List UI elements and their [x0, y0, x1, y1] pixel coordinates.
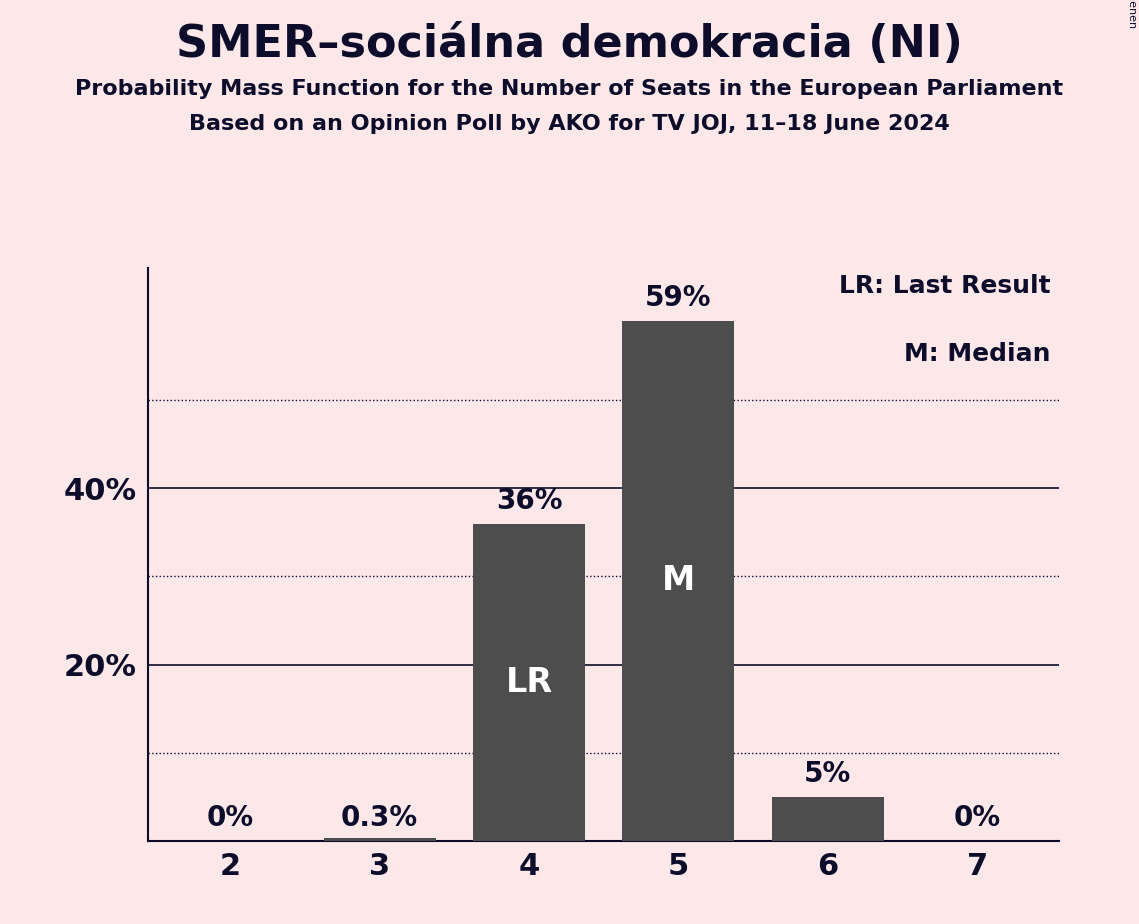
- Text: 0.3%: 0.3%: [341, 804, 418, 832]
- Text: 0%: 0%: [953, 804, 1001, 832]
- Text: © 2024 Filip van Laenen: © 2024 Filip van Laenen: [1126, 0, 1137, 28]
- Bar: [772, 796, 884, 841]
- Text: Probability Mass Function for the Number of Seats in the European Parliament: Probability Mass Function for the Number…: [75, 79, 1064, 99]
- Text: 0%: 0%: [206, 804, 254, 832]
- Bar: [473, 524, 585, 841]
- Bar: [622, 321, 735, 841]
- Text: 59%: 59%: [645, 284, 712, 312]
- Text: LR: Last Result: LR: Last Result: [838, 274, 1050, 298]
- Text: SMER–sociálna demokracia (NI): SMER–sociálna demokracia (NI): [177, 23, 962, 67]
- Text: M: Median: M: Median: [903, 343, 1050, 367]
- Text: 36%: 36%: [495, 487, 563, 515]
- Text: M: M: [662, 565, 695, 597]
- Bar: [323, 838, 435, 841]
- Text: LR: LR: [506, 665, 552, 699]
- Text: 5%: 5%: [804, 760, 851, 788]
- Text: Based on an Opinion Poll by AKO for TV JOJ, 11–18 June 2024: Based on an Opinion Poll by AKO for TV J…: [189, 114, 950, 134]
